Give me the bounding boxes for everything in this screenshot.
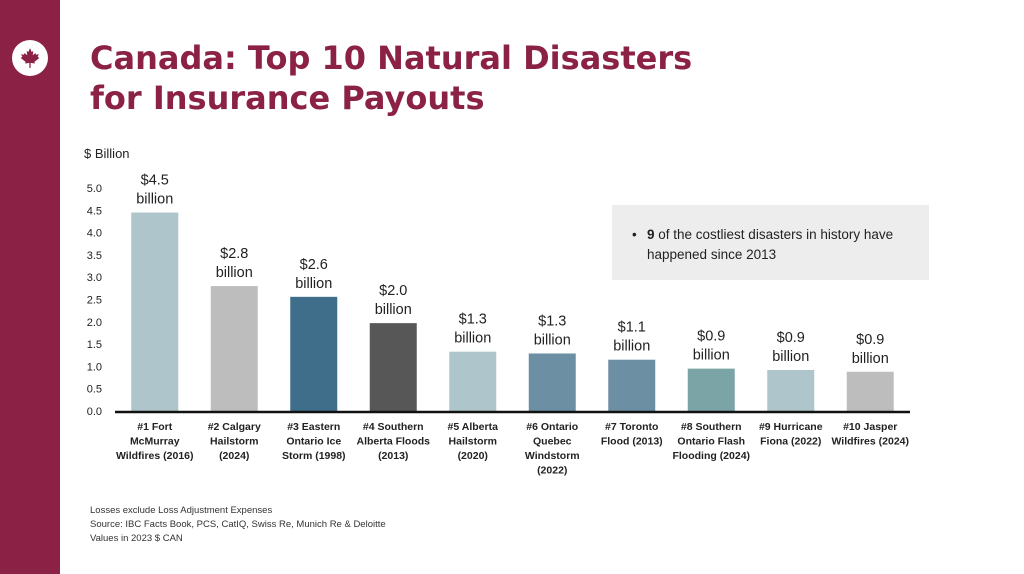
footnote-2: Source: IBC Facts Book, PCS, CatIQ, Swis… (90, 519, 386, 530)
x-tick-label: #4 Southern (363, 421, 424, 433)
data-label: $4.5 (141, 173, 169, 189)
y-tick-label: 2.0 (87, 317, 102, 329)
data-label: billion (693, 348, 730, 364)
maple-leaf-icon (20, 48, 40, 68)
y-tick-label: 3.5 (87, 250, 102, 262)
data-label: billion (216, 265, 253, 281)
y-tick-label: 0.5 (87, 384, 102, 396)
y-tick-label: 3.0 (87, 272, 102, 284)
y-tick-label: 1.0 (87, 361, 102, 373)
title-line-2: for Insurance Payouts (90, 79, 485, 117)
bar (767, 369, 815, 411)
x-tick-label: #6 Ontario (526, 421, 578, 433)
footnotes: Losses exclude Loss Adjustment Expenses … (90, 504, 386, 546)
x-tick-label: McMurray (130, 436, 180, 448)
y-axis-unit-label: $ Billion (84, 146, 130, 161)
data-label: billion (454, 331, 491, 347)
data-label: billion (772, 349, 809, 365)
x-tick-label: #10 Jasper (843, 421, 897, 433)
x-tick-label: Alberta Floods (356, 436, 430, 448)
bar (290, 296, 338, 411)
x-tick-label: Hailstorm (210, 436, 258, 448)
data-label: $2.8 (220, 246, 248, 262)
y-tick-label: 1.5 (87, 339, 102, 351)
data-label: billion (295, 276, 332, 292)
data-label: $2.0 (379, 283, 407, 299)
data-label: $2.6 (300, 257, 328, 273)
x-tick-label: Storm (1998) (282, 450, 346, 462)
data-label: $0.9 (777, 330, 805, 346)
x-tick-label: Wildfires (2016) (116, 450, 194, 462)
x-tick-label: #7 Toronto (605, 421, 658, 433)
bar (210, 286, 258, 411)
bar (846, 371, 894, 411)
bar (608, 359, 656, 411)
page-title: Canada: Top 10 Natural Disasters for Ins… (90, 38, 692, 118)
y-tick-label: 5.0 (87, 183, 102, 195)
data-label: $0.9 (856, 332, 884, 348)
data-label: $1.1 (618, 320, 646, 336)
y-tick-label: 0.0 (87, 406, 102, 418)
bar-chart: 0.0 0.5 1.0 1.5 2.0 2.5 3.0 3.5 4.0 4.5 5.0 $4.5 bil… (87, 173, 910, 477)
y-tick-label: 4.5 (87, 205, 102, 217)
x-tick-label: (2024) (219, 450, 249, 462)
x-tick-label: Fiona (2022) (760, 436, 821, 448)
x-tick-label: Hailstorm (449, 436, 497, 448)
footnote-3: Values in 2023 $ CAN (90, 533, 183, 544)
x-tick-label: #2 Calgary (208, 421, 261, 433)
x-tick-label: Wildfires (2024) (831, 436, 909, 448)
x-tick-label: Windstorm (525, 450, 580, 462)
bar (131, 212, 179, 411)
x-tick-label: (2020) (458, 450, 488, 462)
side-accent-bar (0, 0, 60, 574)
note-highlight-number: 9 (647, 227, 655, 242)
x-tick-label: (2022) (537, 465, 567, 477)
bar (369, 323, 417, 411)
x-tick-label: Ontario Ice (286, 436, 341, 448)
data-label: $1.3 (459, 312, 487, 328)
data-label: billion (613, 339, 650, 355)
bar (528, 353, 576, 411)
y-tick-label: 2.5 (87, 295, 102, 307)
logo-badge (12, 40, 48, 76)
data-label: billion (852, 351, 889, 367)
x-tick-label: #8 Southern (681, 421, 742, 433)
x-tick-label: Flood (2013) (601, 436, 663, 448)
x-tick-label: #1 Fort (137, 421, 173, 433)
data-label: billion (534, 332, 571, 348)
data-label: billion (136, 192, 173, 208)
data-label: billion (375, 302, 412, 318)
footnote-1: Losses exclude Loss Adjustment Expenses (90, 505, 273, 516)
x-tick-label: (2013) (378, 450, 408, 462)
y-tick-label: 4.0 (87, 228, 102, 240)
note-text: 9 of the costliest disasters in history … (632, 225, 915, 265)
note-body: of the costliest disasters in history ha… (647, 227, 894, 262)
data-label: $0.9 (697, 329, 725, 345)
x-tick-label: #5 Alberta (448, 421, 499, 433)
x-tick-label: Ontario Flash (677, 436, 745, 448)
callout-note: • 9 of the costliest disasters in histor… (612, 205, 929, 280)
note-bullet: • (632, 227, 637, 242)
x-tick-label: #9 Hurricane (759, 421, 823, 433)
x-tick-label: Flooding (2024) (672, 450, 750, 462)
x-tick-label: Quebec (533, 436, 572, 448)
bar (449, 351, 497, 411)
bar (687, 368, 735, 411)
x-tick-label: #3 Eastern (287, 421, 340, 433)
title-line-1: Canada: Top 10 Natural Disasters (90, 39, 693, 77)
data-label: $1.3 (538, 313, 566, 329)
